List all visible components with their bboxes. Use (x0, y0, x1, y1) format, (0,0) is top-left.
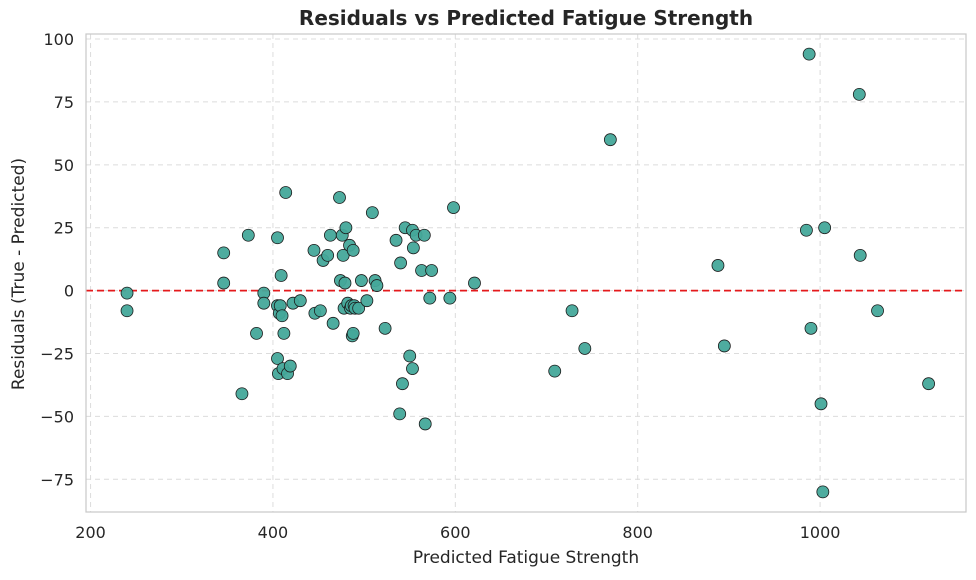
y-tick-label: 50 (54, 156, 74, 175)
data-point (293, 294, 307, 308)
data-point (257, 296, 271, 310)
data-point (447, 201, 460, 214)
data-point (403, 349, 417, 363)
data-point (271, 352, 284, 365)
data-point (283, 359, 297, 373)
data-point (800, 223, 813, 237)
data-point (423, 291, 437, 305)
data-point (360, 294, 374, 308)
data-point (346, 243, 360, 257)
y-tick-labels: −75 −50 −25 0 25 50 75 100 (40, 30, 74, 489)
data-point (365, 206, 379, 220)
data-point (321, 248, 335, 262)
data-point (277, 326, 291, 340)
data-point (816, 485, 830, 499)
data-point (717, 339, 731, 353)
x-axis-label: Predicted Fatigue Strength (413, 548, 639, 568)
data-point (871, 304, 884, 318)
data-point (389, 233, 403, 247)
x-tick-label: 800 (622, 523, 653, 542)
x-tick-labels: 200 400 600 800 1000 (75, 523, 840, 542)
data-point (852, 87, 866, 101)
data-point (394, 256, 408, 270)
data-point (565, 304, 579, 318)
data-point (274, 269, 288, 282)
data-point (548, 364, 562, 378)
data-point (338, 276, 352, 290)
y-axis-label: Residuals (True - Predicted) (9, 158, 29, 390)
data-point (217, 246, 231, 260)
data-point (354, 274, 368, 287)
data-point (468, 276, 481, 290)
data-point (578, 342, 592, 355)
y-tick-label: 100 (43, 30, 74, 49)
data-point (217, 276, 231, 290)
data-point (804, 321, 818, 335)
data-point (326, 316, 340, 330)
data-point (241, 228, 255, 242)
y-tick-label: −50 (40, 407, 74, 426)
data-point (922, 377, 936, 391)
x-tick-label: 400 (258, 523, 289, 542)
y-tick-label: 75 (54, 93, 74, 112)
data-point (250, 326, 263, 340)
data-point (814, 397, 828, 411)
data-point (378, 321, 392, 335)
y-tick-label: 25 (54, 219, 74, 238)
data-point (711, 259, 725, 272)
y-tick-label: −75 (40, 470, 74, 489)
data-point (336, 248, 350, 262)
data-point (418, 417, 432, 431)
data-point (393, 407, 407, 421)
x-tick-label: 600 (440, 523, 471, 542)
data-point (120, 286, 134, 300)
data-point (313, 304, 327, 318)
data-point (279, 186, 293, 199)
data-point (339, 221, 353, 235)
x-tick-label: 1000 (800, 523, 841, 542)
y-tick-label: −25 (40, 345, 74, 364)
data-point (406, 241, 420, 255)
points (120, 47, 936, 499)
data-point (333, 191, 346, 204)
data-point (275, 309, 289, 323)
data-point (370, 279, 384, 292)
data-point (818, 221, 832, 235)
data-point (802, 47, 816, 61)
data-point (417, 228, 431, 242)
data-point (271, 231, 284, 245)
data-point (307, 243, 321, 257)
data-point (853, 248, 867, 262)
data-point (120, 304, 134, 318)
data-point (406, 362, 419, 376)
chart-title: Residuals vs Predicted Fatigue Strength (299, 6, 753, 30)
plot-frame (85, 33, 967, 513)
data-point (352, 301, 366, 315)
data-point (443, 291, 457, 305)
data-point (346, 326, 360, 340)
y-tick-label: 0 (64, 282, 74, 301)
grid (86, 34, 966, 512)
data-point (396, 377, 409, 391)
x-tick-label: 200 (75, 523, 106, 542)
data-point (603, 133, 617, 147)
data-point (235, 387, 249, 401)
data-point (323, 228, 337, 242)
data-point (425, 264, 439, 277)
